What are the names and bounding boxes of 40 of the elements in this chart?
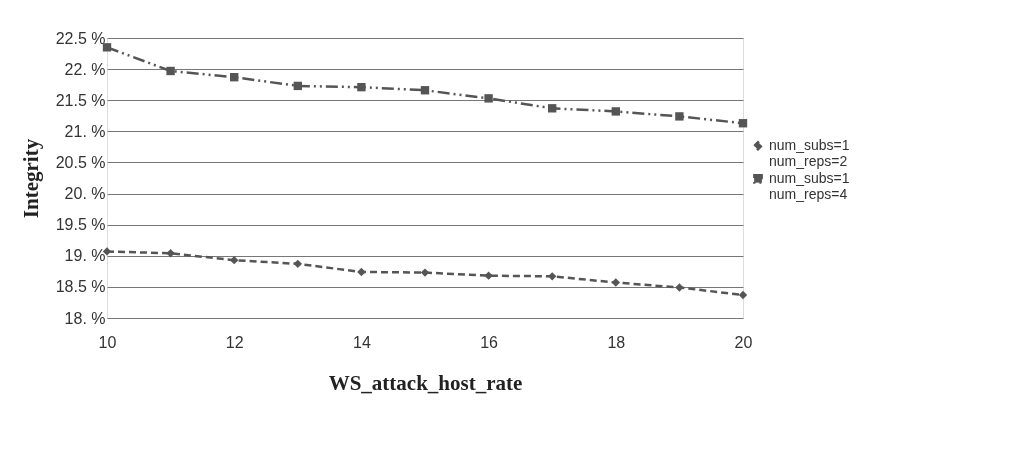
point (611, 278, 620, 287)
point (675, 112, 684, 121)
x-tick-label: 14 (353, 333, 371, 351)
y-tick-label: 22. % (64, 60, 106, 78)
point (420, 268, 430, 277)
x-tick-label: 12 (225, 333, 244, 351)
point (548, 272, 557, 281)
y-tick-label: 19. % (64, 247, 106, 265)
y-tick-label: 18. % (64, 309, 106, 327)
y-tick-label: 21. % (64, 122, 106, 140)
x-tick-label: 20 (734, 333, 753, 351)
point (166, 66, 175, 76)
point (484, 271, 493, 280)
x-tick-label: 18 (607, 333, 626, 351)
y-tick-label: 20.5 % (55, 153, 106, 171)
point (738, 290, 748, 300)
y-tick-label: 18.5 % (55, 278, 106, 296)
point (166, 249, 175, 258)
point (357, 82, 366, 92)
point (102, 43, 112, 52)
point (420, 86, 430, 95)
point (484, 94, 493, 103)
y-tick-label: 19.5 % (55, 216, 106, 234)
y-tick-label: 22.5 % (55, 29, 106, 47)
y-tick-label: 21.5 % (55, 91, 106, 109)
y-tick-label: 20. % (64, 185, 106, 203)
x-axis-title: WS_attack_host_rate (328, 370, 523, 395)
point (230, 73, 239, 82)
point (230, 255, 239, 265)
point (293, 259, 302, 269)
point (357, 267, 366, 277)
y-axis-title: Integrity (18, 138, 43, 219)
x-tick-label: 10 (98, 333, 117, 351)
legend-label: num_subs=1 num_reps=4 (769, 169, 850, 202)
point (293, 81, 302, 91)
point (675, 283, 684, 292)
point (611, 107, 620, 116)
point (738, 119, 748, 128)
x-tick-label: 16 (480, 333, 499, 351)
point (548, 104, 557, 113)
